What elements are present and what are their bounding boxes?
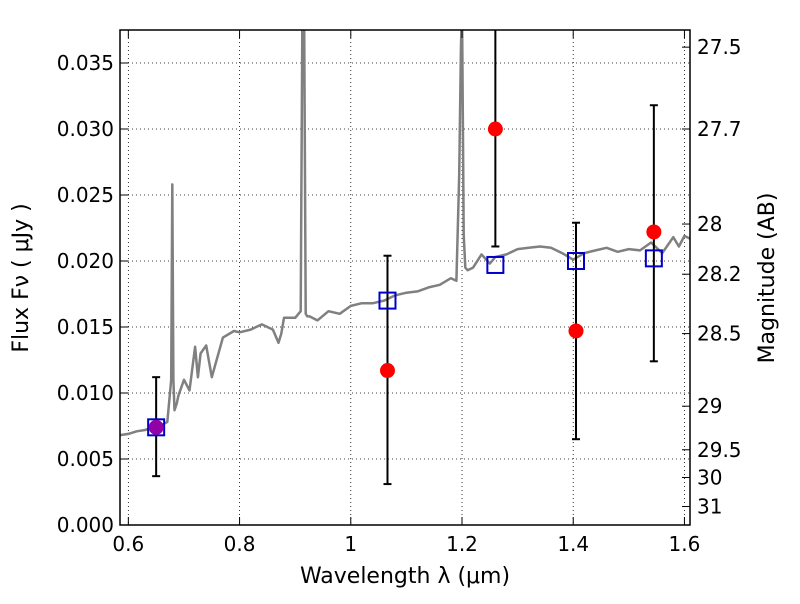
model-point (644, 249, 663, 268)
grid (120, 30, 690, 526)
observed-point (568, 323, 584, 339)
y-axis-title: Flux Fν ( μJy ) (9, 203, 34, 352)
y-tick-label: 0.030 (57, 117, 114, 141)
template-spectrum (120, 30, 690, 437)
y2-tick-labels: 27.5 27.7 28 28.2 28.5 29 29.5 30 31 (697, 35, 742, 518)
y-tick-label: 0.025 (57, 183, 114, 207)
x-tick-label: 1.2 (446, 532, 478, 556)
observed-point (379, 363, 395, 379)
x-tick-label: 1 (344, 532, 357, 556)
x-tick-label: 0.6 (112, 532, 144, 556)
model-point (147, 418, 166, 437)
y-tick-label: 0.000 (57, 513, 114, 537)
model-point (378, 291, 397, 310)
y-tick-label: 0.005 (57, 447, 114, 471)
y2-tick-label: 28.2 (697, 262, 742, 286)
ticks (120, 30, 690, 526)
x-tick-labels: 0.6 0.8 1 1.2 1.4 1.6 (112, 532, 700, 556)
y2-tick-label: 27.5 (697, 35, 742, 59)
observed-points (148, 121, 662, 435)
plot-frame (119, 29, 691, 526)
template-spectrum-line (120, 30, 690, 437)
x-tick-label: 1.4 (557, 532, 589, 556)
y2-tick-label: 27.7 (697, 117, 742, 141)
y2-tick-label: 30 (697, 465, 722, 489)
model-point (486, 255, 505, 274)
model-points (147, 249, 663, 437)
y-tick-label: 0.035 (57, 51, 114, 75)
y2-tick-label: 29 (697, 394, 722, 418)
y2-tick-label: 29.5 (697, 438, 742, 462)
y2-tick-label: 31 (697, 495, 722, 519)
error-bars (152, 30, 658, 486)
y-tick-labels: 0.000 0.005 0.010 0.015 0.020 0.025 0.030 0.035 (57, 51, 114, 537)
observed-point (487, 121, 503, 137)
x-axis-title: Wavelength λ (μm) (300, 564, 510, 589)
y-tick-label: 0.015 (57, 315, 114, 339)
y2-axis-title: Magnitude (AB) (755, 193, 780, 364)
y-tick-label: 0.020 (57, 249, 114, 273)
observed-point (646, 224, 662, 240)
x-tick-label: 1.6 (669, 532, 701, 556)
y-tick-label: 0.010 (57, 381, 114, 405)
model-point (567, 252, 585, 270)
y2-tick-label: 28.5 (697, 322, 742, 346)
x-tick-label: 0.8 (224, 532, 256, 556)
y2-tick-label: 28 (697, 212, 722, 236)
observed-point (148, 419, 164, 435)
